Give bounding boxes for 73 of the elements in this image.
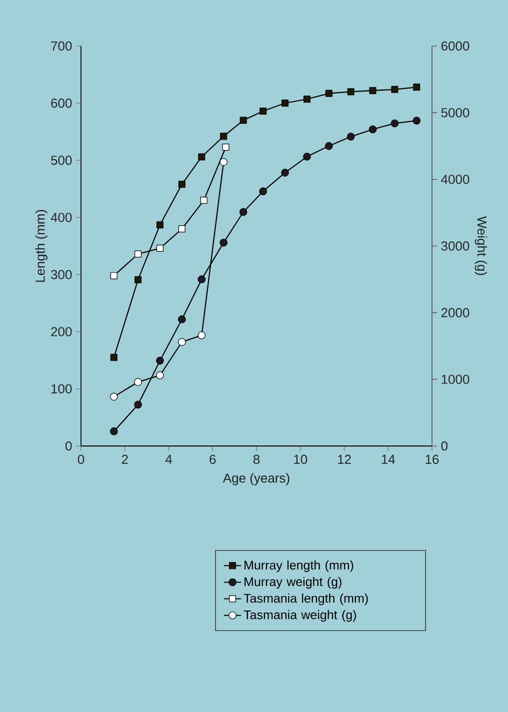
point: [240, 116, 247, 124]
point: [259, 187, 267, 196]
x-tick-label: 14: [382, 454, 395, 464]
point: [325, 90, 332, 97]
point: [134, 400, 142, 409]
point: [303, 96, 310, 103]
y-tick-label: 100: [52, 384, 72, 394]
x-tick-label: 0: [78, 454, 84, 464]
y-tick-label: 0: [65, 441, 72, 451]
y2-tick-label: 1000: [442, 374, 470, 384]
legend-label: Murray weight (g): [244, 576, 342, 589]
point: [178, 180, 186, 188]
x-tick-label: 4: [165, 454, 172, 464]
point: [390, 119, 399, 128]
point: [282, 100, 289, 107]
x-tick-label: 2: [122, 454, 128, 464]
point: [347, 88, 354, 96]
point: [178, 315, 186, 324]
point: [412, 116, 421, 125]
point: [110, 392, 118, 401]
y-tick-label: 200: [51, 327, 72, 336]
y2-tick-label: 3000: [441, 241, 470, 251]
y-tick-label: 700: [51, 41, 72, 51]
x-tick-label: 6: [210, 454, 216, 464]
point: [324, 142, 333, 150]
legend-label: Murray length (mm): [244, 560, 354, 572]
point: [178, 338, 186, 346]
y2-tick-label: 0: [441, 441, 448, 451]
point: [200, 196, 208, 204]
point: [156, 244, 164, 252]
point: [220, 158, 228, 166]
point: [156, 356, 164, 365]
point: [222, 144, 230, 151]
point: [110, 272, 118, 280]
x-tick-label: 8: [253, 454, 260, 464]
point: [303, 152, 311, 161]
x-tick-label: 16: [426, 454, 439, 464]
point: [369, 87, 376, 94]
y-tick-label: 400: [50, 212, 72, 222]
point: [368, 125, 377, 134]
point: [281, 168, 289, 177]
point: [391, 86, 398, 93]
y2-tick-label: 2000: [441, 308, 470, 318]
point: [198, 275, 206, 284]
point: [239, 208, 248, 216]
point: [134, 378, 142, 386]
point: [110, 427, 118, 436]
x-tick-label: 10: [294, 454, 308, 464]
point: [413, 84, 420, 91]
point: [220, 238, 228, 247]
x-axis-title: Age (years): [222, 473, 290, 486]
point: [110, 354, 118, 361]
point: [220, 132, 228, 140]
legend-label: Tasmania length (mm): [244, 594, 368, 606]
x-tick-label: 12: [338, 454, 351, 464]
legend-label: Tasmania weight (g): [244, 610, 356, 622]
point: [346, 132, 355, 141]
point: [198, 331, 206, 340]
point: [134, 250, 142, 258]
point: [260, 108, 267, 115]
point: [178, 225, 186, 232]
point: [134, 276, 142, 284]
point: [156, 221, 164, 228]
y-tick-label: 500: [51, 156, 72, 165]
y-tick-label: 300: [51, 270, 72, 280]
y2-axis-title: Weight (g): [474, 216, 487, 276]
y2-tick-label: 5000: [441, 108, 470, 118]
y-axis-title: Length (mm): [35, 210, 48, 282]
y2-tick-label: 6000: [441, 41, 470, 51]
y2-tick-label: 4000: [441, 174, 470, 184]
y-tick-label: 600: [51, 98, 72, 108]
point: [156, 371, 164, 380]
point: [198, 153, 206, 160]
